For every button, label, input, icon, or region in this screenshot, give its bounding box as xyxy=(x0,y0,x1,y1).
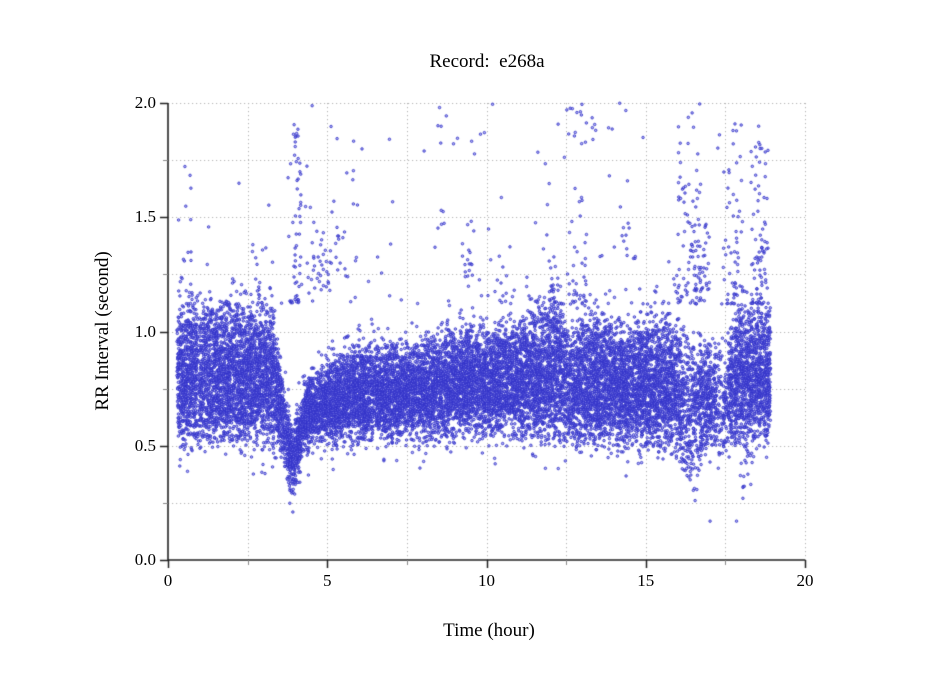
x-tick-label: 5 xyxy=(323,571,332,590)
y-tick-label: 0.0 xyxy=(134,550,156,569)
x-tick-label: 0 xyxy=(163,571,173,590)
y-tick-label: 0.5 xyxy=(134,435,156,455)
y-axis-title: RR Interval (second) xyxy=(92,251,113,411)
x-tick-label: 20 xyxy=(796,571,814,590)
y-tick-label: 2.0 xyxy=(134,93,156,112)
x-tick-label: 15 xyxy=(637,571,655,590)
x-axis-title: Time (hour) xyxy=(443,620,535,641)
x-tick-label: 10 xyxy=(478,571,495,590)
y-tick-label: 1.0 xyxy=(134,321,156,341)
chart-title: Record: e268a xyxy=(429,51,545,72)
y-tick-label: 1.5 xyxy=(134,207,156,227)
